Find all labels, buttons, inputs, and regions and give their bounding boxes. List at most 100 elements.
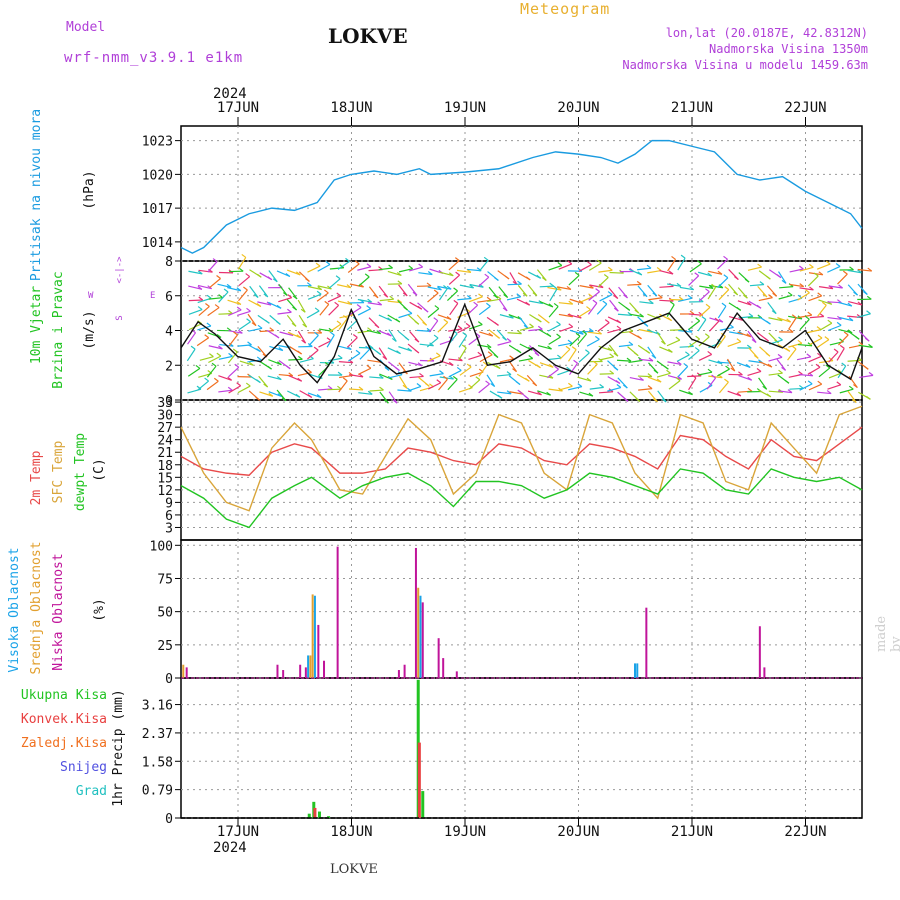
wind-barb: [557, 286, 572, 291]
wind-barb-flag: [588, 293, 593, 298]
wind-barb-flag: [457, 357, 463, 362]
wind-barb: [609, 271, 624, 274]
wind-barb-flag: [246, 307, 251, 312]
wind-barb-flag: [566, 366, 572, 371]
wind-barb: [617, 313, 632, 316]
wind-barb: [706, 377, 717, 390]
wind-barb-flag: [366, 364, 372, 369]
cloud-bar: [437, 638, 440, 678]
wind-barb-flag: [669, 301, 675, 306]
wind-barb-flag: [668, 270, 674, 275]
bottom-day-label: 21JUN: [671, 824, 713, 840]
wind-barb-flag: [553, 302, 559, 307]
wind-barb: [638, 388, 653, 391]
wind-barb-flag: [676, 360, 682, 365]
wind-barb: [667, 259, 677, 272]
wind-barb: [437, 321, 449, 333]
wind-barb: [227, 286, 241, 292]
wind-barb-flag: [733, 291, 739, 296]
top-day-label: 21JUN: [671, 100, 713, 116]
wind-barb: [458, 335, 468, 348]
wind-barb: [549, 288, 558, 302]
wind-barb-flag: [787, 389, 793, 394]
wind-barb-flag: [647, 373, 653, 378]
wind-barb: [727, 358, 736, 372]
wind-barb-flag: [227, 376, 233, 381]
wind-barb-flag: [433, 334, 439, 339]
wind-barb: [558, 302, 573, 305]
wind-barb-flag: [736, 338, 742, 343]
wind-barb: [398, 268, 413, 273]
wind-barb-flag: [596, 259, 602, 264]
wind-barb-flag: [616, 384, 622, 389]
wind-barb-flag: [364, 273, 370, 278]
wind-barb-flag: [502, 336, 507, 341]
wind-barb: [707, 286, 717, 300]
wind-barb-flag: [704, 333, 710, 338]
wind-barb: [279, 331, 294, 337]
wind-barb: [716, 361, 732, 364]
wind-barb-flag: [236, 300, 242, 305]
wind-barb-flag: [379, 386, 384, 391]
wind-barb-flag: [768, 294, 773, 299]
wind-barb-flag: [573, 359, 578, 364]
wind-barb: [818, 286, 833, 290]
wind-barb-flag: [443, 375, 448, 380]
wind-barb: [697, 271, 712, 277]
wind-barb: [449, 303, 459, 316]
wind-barb: [269, 345, 284, 352]
wind-barb: [347, 263, 360, 273]
wind-barb-flag: [425, 382, 430, 387]
wind-barb-flag: [314, 331, 319, 336]
wind-barb: [379, 298, 394, 302]
wind-barb-flag: [209, 353, 214, 358]
wind-barb: [419, 359, 434, 362]
wind-barb-flag: [493, 294, 499, 299]
cloud-bar: [336, 546, 339, 678]
wind-barb-flag: [502, 307, 508, 312]
wind-barb-flag: [198, 296, 204, 301]
wind-barb-flag: [866, 295, 872, 300]
wind-barb-flag: [833, 348, 839, 353]
wind-barb-flag: [268, 392, 274, 397]
wind-barb: [448, 358, 463, 362]
wind-barb-flag: [285, 273, 291, 277]
wind-barb: [367, 359, 382, 363]
wind-barb-flag: [837, 299, 842, 304]
wind-barb-flag: [841, 362, 847, 367]
wind-barb-flag: [567, 260, 573, 265]
wind-barb-flag: [354, 260, 360, 265]
pressure-unit: (hPa): [82, 170, 97, 209]
wind-barb-flag: [574, 271, 580, 276]
cloud-bar: [763, 667, 766, 678]
wind-barb: [428, 320, 439, 333]
wind-barb-flag: [747, 387, 753, 392]
wind-barb: [368, 286, 379, 299]
wind-barb: [808, 295, 822, 302]
wind-barb-flag: [851, 399, 857, 404]
wind-barb: [599, 294, 613, 302]
wind-barb-flag: [695, 317, 701, 322]
wind-barb-flag: [567, 339, 573, 344]
coords-text: lon,lat (20.0187E, 42.8312N): [665, 26, 868, 40]
wind-barb-flag: [306, 282, 312, 287]
wind-barb-flag: [255, 396, 261, 401]
wind-barb-flag: [314, 307, 320, 312]
wind-barb: [597, 322, 610, 332]
wind-barb-flag: [263, 383, 269, 388]
wind-barb: [308, 334, 319, 346]
wind-barb-flag: [683, 362, 689, 367]
wind-barb-flag: [842, 270, 848, 275]
wind-barb: [837, 273, 848, 285]
wind-barb-flag: [864, 337, 870, 342]
wind-barb: [709, 317, 724, 323]
wind-barb-flag: [367, 327, 372, 332]
wind-barb: [426, 337, 439, 348]
wind-barb: [688, 377, 697, 391]
location-title: LOKVE: [328, 24, 408, 48]
wind-barb-flag: [256, 273, 262, 278]
wind-barb-flag: [536, 274, 542, 279]
wind-barb-flag: [577, 383, 583, 388]
wind-barb: [857, 268, 872, 272]
wind-barb-flag: [705, 288, 710, 293]
